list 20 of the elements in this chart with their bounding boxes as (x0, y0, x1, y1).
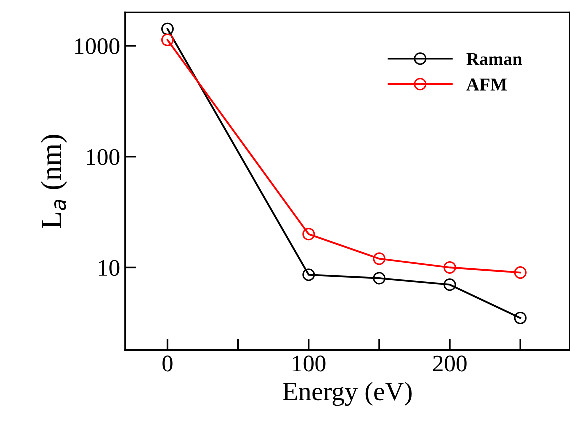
x-tick-label: 0 (162, 356, 173, 372)
point (373, 272, 386, 285)
point (302, 268, 316, 282)
x-axis-title: Energy (eV) (283, 382, 412, 406)
y-axis-title: L$_{a}$ (nm) (40, 135, 68, 228)
point (161, 34, 174, 46)
y-tick-label: 10 (99, 260, 120, 276)
legend-label: AFM (466, 78, 508, 91)
point (514, 266, 527, 280)
x-tick-label: 200 (433, 356, 467, 372)
point (444, 261, 456, 274)
y-tick-label: 100 (87, 149, 120, 166)
point (161, 22, 174, 36)
point (302, 228, 316, 241)
point (444, 278, 456, 292)
x-tick-label: 100 (293, 356, 326, 372)
legend-label: Raman (466, 53, 522, 66)
point (514, 312, 527, 324)
y-tick-label: 1000 (75, 38, 120, 54)
point (373, 252, 386, 266)
